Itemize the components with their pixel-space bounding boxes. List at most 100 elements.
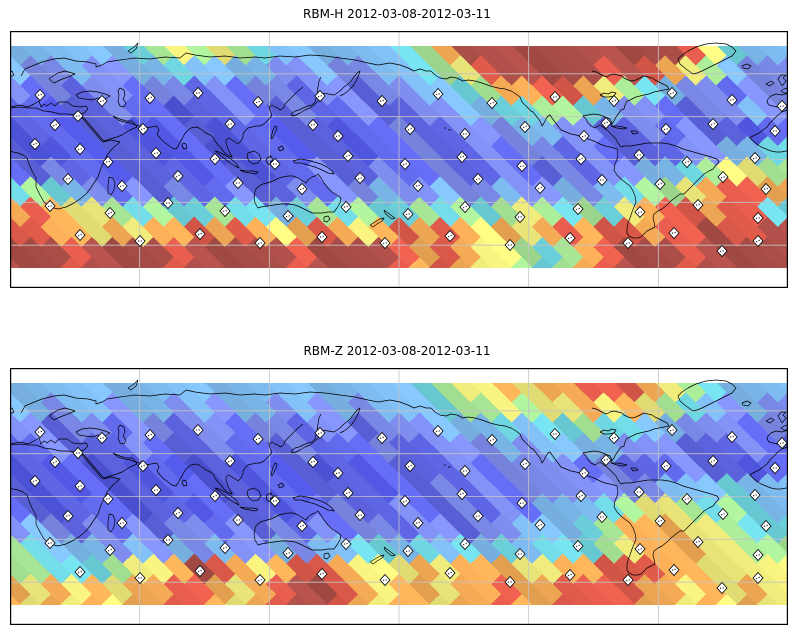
station-marker bbox=[760, 519, 772, 533]
station-marker bbox=[456, 150, 468, 164]
station-marker bbox=[432, 87, 444, 101]
station-marker bbox=[49, 455, 61, 469]
station-marker bbox=[402, 544, 414, 558]
station-marker bbox=[116, 179, 128, 193]
station-marker bbox=[578, 129, 590, 143]
station-marker bbox=[74, 142, 86, 156]
station-marker bbox=[379, 573, 391, 587]
station-marker bbox=[34, 88, 46, 102]
station-marker bbox=[504, 238, 516, 252]
station-marker bbox=[666, 423, 678, 437]
station-marker bbox=[74, 228, 86, 242]
station-marker bbox=[74, 565, 86, 579]
station-marker bbox=[296, 519, 308, 533]
station-marker bbox=[172, 169, 184, 183]
station-marker bbox=[172, 506, 184, 520]
station-marker bbox=[622, 573, 634, 587]
station-marker bbox=[681, 155, 693, 169]
station-marker bbox=[404, 459, 416, 473]
station-marker bbox=[379, 236, 391, 250]
station-marker bbox=[104, 543, 116, 557]
station-marker bbox=[444, 229, 456, 243]
station-marker bbox=[572, 202, 584, 216]
station-marker bbox=[412, 179, 424, 193]
station-marker bbox=[514, 547, 526, 561]
coastlines bbox=[10, 379, 788, 576]
station-marker bbox=[144, 91, 156, 105]
heatmap-mesh bbox=[10, 46, 788, 268]
station-marker bbox=[575, 489, 587, 503]
station-marker bbox=[314, 426, 326, 440]
station-marker bbox=[514, 210, 526, 224]
station-marker bbox=[504, 575, 516, 589]
station-marker bbox=[596, 173, 608, 187]
station-marker bbox=[404, 122, 416, 136]
station-marker bbox=[564, 231, 576, 245]
station-marker bbox=[459, 200, 471, 214]
station-marker bbox=[269, 494, 281, 508]
station-marker bbox=[254, 236, 266, 250]
axes-border bbox=[10, 368, 788, 625]
station-marker bbox=[342, 486, 354, 500]
station-marker bbox=[534, 181, 546, 195]
station-marker bbox=[29, 137, 41, 151]
station-marker bbox=[209, 152, 221, 166]
station-markers bbox=[29, 86, 788, 258]
station-marker bbox=[102, 155, 114, 169]
station-marker bbox=[472, 509, 484, 523]
station-marker bbox=[519, 120, 531, 134]
rbm-h-world-heatmap bbox=[10, 31, 788, 288]
station-marker bbox=[44, 536, 56, 550]
station-marker bbox=[402, 207, 414, 221]
station-marker bbox=[296, 182, 308, 196]
station-marker bbox=[752, 571, 764, 585]
station-marker bbox=[232, 176, 244, 190]
station-marker bbox=[760, 182, 772, 196]
station-marker bbox=[752, 548, 764, 562]
station-marker bbox=[137, 459, 149, 473]
station-marker bbox=[44, 199, 56, 213]
station-marker bbox=[224, 117, 236, 131]
station-marker bbox=[707, 117, 719, 131]
station-marker bbox=[749, 151, 761, 165]
station-marker bbox=[707, 454, 719, 468]
station-marker bbox=[654, 177, 666, 191]
station-marker bbox=[340, 537, 352, 551]
station-marker bbox=[72, 109, 84, 123]
station-marker bbox=[282, 546, 294, 560]
station-marker bbox=[342, 149, 354, 163]
station-marker bbox=[399, 157, 411, 171]
station-marker bbox=[634, 205, 646, 219]
station-marker bbox=[578, 466, 590, 480]
station-marker bbox=[116, 516, 128, 530]
station-marker bbox=[717, 507, 729, 521]
station-marker bbox=[660, 122, 672, 136]
station-marker bbox=[376, 94, 388, 108]
rbm-z-world-heatmap bbox=[10, 368, 788, 625]
station-marker bbox=[681, 492, 693, 506]
station-marker bbox=[726, 93, 738, 107]
station-marker bbox=[459, 537, 471, 551]
station-marker bbox=[596, 510, 608, 524]
station-marker bbox=[692, 535, 704, 549]
station-marker bbox=[622, 236, 634, 250]
rbm-z-map-title: RBM-Z 2012-03-08-2012-03-11 bbox=[303, 344, 491, 358]
station-marker bbox=[194, 564, 206, 578]
station-marker bbox=[776, 436, 788, 450]
station-marker bbox=[692, 198, 704, 212]
station-marker bbox=[456, 487, 468, 501]
station-marker bbox=[194, 227, 206, 241]
station-marker bbox=[654, 514, 666, 528]
station-marker bbox=[354, 171, 366, 185]
station-marker bbox=[716, 244, 728, 258]
station-marker bbox=[486, 96, 498, 110]
station-marker bbox=[254, 573, 266, 587]
axes-border bbox=[10, 31, 788, 288]
station-marker bbox=[62, 509, 74, 523]
station-marker bbox=[74, 479, 86, 493]
station-marker bbox=[102, 492, 114, 506]
station-marker bbox=[516, 159, 528, 173]
station-marker bbox=[549, 90, 561, 104]
station-marker bbox=[564, 568, 576, 582]
station-marker bbox=[282, 209, 294, 223]
